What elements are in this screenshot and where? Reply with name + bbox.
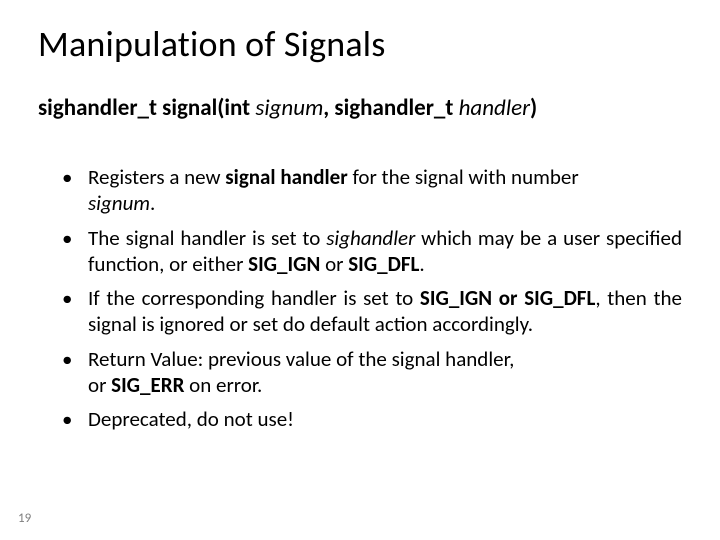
b2-bold2: SIG_DFL [348,251,419,277]
bullet-1: Registers a new signal handler for the s… [62,164,682,217]
sig-comma: , [323,94,334,122]
page-number: 19 [18,511,31,526]
sig-arg2-type: sighandler_t [334,94,453,122]
b2-bold1: SIG_IGN [248,251,320,277]
b4-line2b: on error. [184,372,262,398]
b2-t3: or [320,251,348,277]
b3-bold1: SIG_IGN or SIG_DFL [420,285,595,311]
b4-line2a: or [88,372,111,398]
b1-t2: for the signal with number [348,164,579,190]
b4-line2: or SIG_ERR on error. [88,372,682,398]
b2-t1: The signal handler is set to [88,225,326,251]
sig-return-type: sighandler_t [38,94,157,122]
b2-ital1: sighandler [326,225,415,251]
bullet-4: Return Value: previous value of the sign… [62,346,682,399]
sig-arg1-kw: int [224,94,250,122]
b3-t1: If the corresponding handler is set to [88,285,420,311]
b1-bold1: signal handler [225,164,347,190]
sig-arg1-name: signum [255,94,323,122]
b1-t1: Registers a new [88,164,225,190]
sig-rparen: ) [530,94,537,122]
b4-line1: Return Value: previous value of the sign… [88,346,514,372]
function-signature: sighandler_t signal(int signum, sighandl… [38,94,682,122]
b1-t3: . [150,190,155,216]
b1-ital1: signum [88,190,150,216]
bullet-list: Registers a new signal handler for the s… [38,164,682,432]
sig-arg2-name: handler [459,94,530,122]
bullet-3: If the corresponding handler is set to S… [62,285,682,338]
slide: Manipulation of Signals sighandler_t sig… [0,0,720,540]
slide-title: Manipulation of Signals [38,22,682,66]
b4-line2-bold: SIG_ERR [111,372,184,398]
sig-fn-name: signal [162,94,217,122]
bullet-5: Deprecated, do not use! [62,406,682,432]
bullet-2: The signal handler is set to sighandler … [62,225,682,278]
b5-t1: Deprecated, do not use! [88,406,294,432]
b2-t4: . [419,251,424,277]
